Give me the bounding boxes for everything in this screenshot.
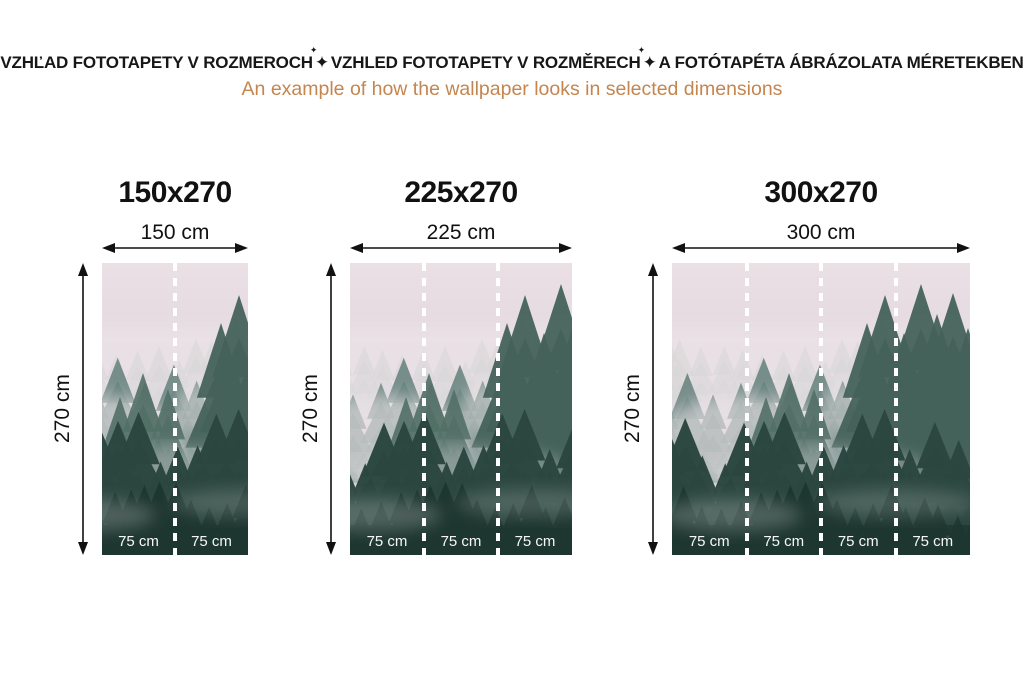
wallpaper-preview: 75 cm 75 cm xyxy=(102,263,248,555)
header-title-part-hu: A FOTÓTAPÉTA ÁBRÁZOLATA MÉRETEKBEN xyxy=(658,53,1024,72)
header-title-part-cz: VZHLED FOTOTAPETY V ROZMĚRECH xyxy=(330,53,641,72)
wallpaper-preview: 75 cm 75 cm 75 cm xyxy=(350,263,572,555)
width-dimension-label: 225 cm xyxy=(426,221,496,244)
width-dimension-label: 150 cm xyxy=(140,221,210,244)
height-arrow xyxy=(78,263,88,555)
width-dimension-label: 300 cm xyxy=(786,221,856,244)
panel-divider-dashed-line xyxy=(495,263,500,555)
panel-150x270: 150x270 150 cm 270 cm 75 cm 75 cm xyxy=(51,170,257,570)
panel-title: 150x270 xyxy=(118,176,232,209)
segment-width-label: 75 cm xyxy=(688,533,730,550)
panel-title: 225x270 xyxy=(404,176,518,209)
panel-divider-dashed-line xyxy=(893,263,898,555)
panel-divider-dashed-line xyxy=(819,263,823,555)
height-dimension-label: 270 cm xyxy=(51,374,74,444)
segment-width-label: 75 cm xyxy=(440,533,482,550)
segment-labels: 75 cm 75 cm 75 cm 75 cm xyxy=(672,533,970,550)
height-arrow xyxy=(326,263,336,555)
width-arrow xyxy=(672,243,970,253)
height-dimension-label: 270 cm xyxy=(621,374,644,444)
panel-divider-dashed-line xyxy=(421,263,426,555)
segment-width-label: 75 cm xyxy=(514,533,556,550)
height-arrow xyxy=(648,263,658,555)
wallpaper-preview: 75 cm 75 cm 75 cm 75 cm xyxy=(672,263,970,555)
panel-title: 300x270 xyxy=(764,176,878,209)
segment-width-label: 75 cm xyxy=(763,533,805,550)
width-arrow xyxy=(350,243,572,253)
forest-image xyxy=(350,263,572,555)
segment-width-label: 75 cm xyxy=(837,533,879,550)
segment-width-label: 75 cm xyxy=(118,533,159,550)
segment-width-label: 75 cm xyxy=(366,533,408,550)
panel-divider-dashed-line xyxy=(744,263,749,555)
width-arrow xyxy=(102,243,248,253)
segment-labels: 75 cm 75 cm 75 cm xyxy=(350,533,572,550)
segment-width-label: 75 cm xyxy=(191,533,232,550)
panel-divider-dashed-line xyxy=(173,263,177,555)
height-dimension-label: 270 cm xyxy=(299,374,322,444)
panel-300x270: 300x270 300 cm 270 cm 75 cm 75 cm 75 cm … xyxy=(621,170,979,570)
header-title: VZHĽAD FOTOTAPETY V ROZMEROCH ✦ ✦ VZHLED FO… xyxy=(0,45,1024,73)
panel-225x270: 225x270 225 cm 270 cm 75 cm 75 cm 75 cm xyxy=(299,170,581,570)
segment-labels: 75 cm 75 cm xyxy=(102,533,248,550)
sparkle-separator-icon: ✦ ✦ xyxy=(637,45,657,72)
header-title-part-sk: VZHĽAD FOTOTAPETY V ROZMEROCH xyxy=(0,53,313,72)
sparkle-separator-icon: ✦ ✦ xyxy=(309,45,329,72)
header-subtitle: An example of how the wallpaper looks in… xyxy=(241,78,783,100)
segment-width-label: 75 cm xyxy=(912,533,954,550)
